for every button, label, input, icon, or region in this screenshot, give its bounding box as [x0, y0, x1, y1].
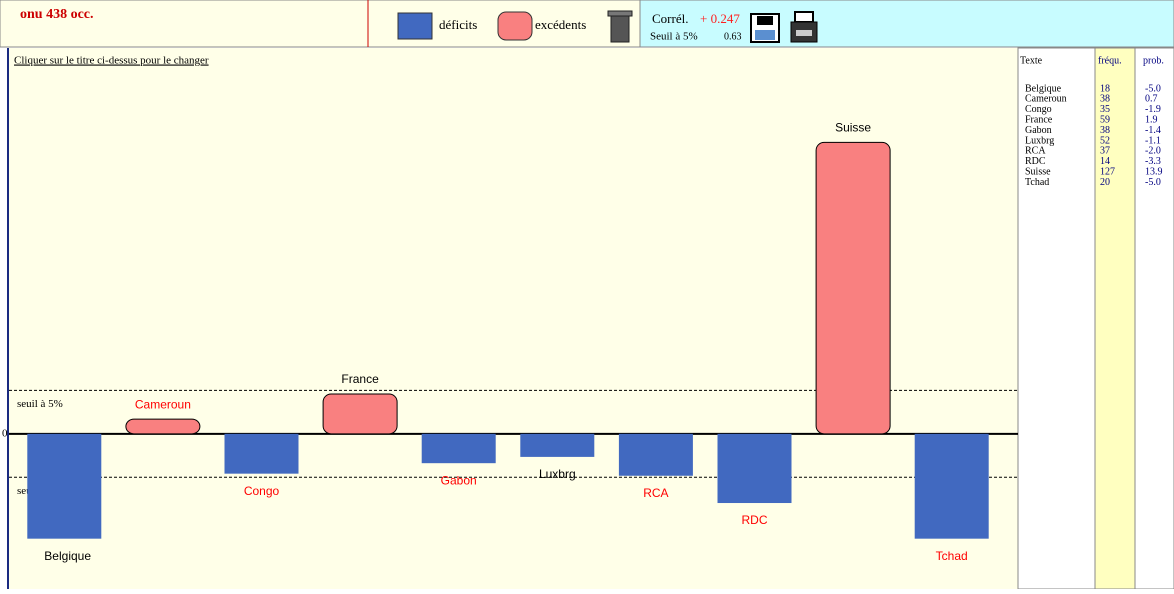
row-name: Luxbrg: [1025, 135, 1054, 146]
row-freq: 59: [1100, 114, 1110, 125]
floppy-label: [757, 16, 773, 25]
bar: [618, 433, 693, 476]
trash-icon[interactable]: [607, 10, 633, 43]
bar: [125, 418, 201, 435]
bar: [224, 433, 299, 474]
table-header: prob.: [1143, 55, 1164, 66]
trash-body[interactable]: [610, 15, 630, 43]
threshold-value: 0.63: [724, 31, 742, 42]
bar-label: Belgique: [44, 549, 91, 563]
bar-label: Tchad: [936, 549, 968, 563]
floppy-shutter: [755, 30, 775, 40]
row-freq: 20: [1100, 177, 1110, 188]
row-freq: 38: [1100, 94, 1110, 105]
row-prob: -2.0: [1145, 146, 1161, 157]
row-prob: 1.9: [1145, 114, 1158, 125]
save-icon[interactable]: [750, 13, 780, 43]
row-freq: 52: [1100, 135, 1110, 146]
row-prob: -1.1: [1145, 135, 1161, 146]
trash-lid[interactable]: [607, 10, 633, 17]
stats-box: [639, 0, 1174, 48]
row-name: Tchad: [1025, 177, 1049, 188]
row-prob: -3.3: [1145, 156, 1161, 167]
row-prob: -5.0: [1145, 83, 1161, 94]
bar-label: RDC: [742, 513, 768, 527]
legend-deficit: déficits: [439, 17, 477, 32]
bar: [27, 433, 102, 539]
bar: [717, 433, 792, 504]
bar-label: France: [341, 372, 379, 386]
bar-label: RCA: [643, 486, 668, 500]
corr-label: Corrél.: [652, 11, 688, 26]
bar-label: Cameroun: [135, 397, 191, 411]
bar-label: Gabon: [441, 473, 477, 487]
row-prob: -1.9: [1145, 104, 1161, 115]
freq-column: [1094, 47, 1136, 590]
y-tick-label: 0: [2, 427, 8, 439]
table-header: Texte: [1020, 55, 1043, 66]
row-name: Suisse: [1025, 166, 1051, 177]
bar-label: Congo: [244, 484, 280, 498]
bar: [815, 141, 891, 435]
row-name: RDC: [1025, 156, 1046, 167]
row-name: Gabon: [1025, 125, 1052, 136]
row-name: Cameroun: [1025, 94, 1067, 105]
bar-label: Luxbrg: [539, 467, 576, 481]
legend-swatch-excess[interactable]: [497, 11, 533, 41]
threshold-label: Seuil à 5%: [650, 31, 698, 43]
row-name: Belgique: [1025, 83, 1062, 94]
printer-slot: [796, 30, 812, 36]
corr-value: + 0.247: [700, 11, 740, 26]
row-freq: 38: [1100, 125, 1110, 136]
row-prob: 13.9: [1145, 166, 1163, 177]
row-name: France: [1025, 114, 1053, 125]
print-icon[interactable]: [790, 11, 818, 43]
hint[interactable]: Cliquer sur le titre ci-dessus pour le c…: [14, 55, 209, 67]
row-prob: -5.0: [1145, 177, 1161, 188]
row-name: Congo: [1025, 104, 1052, 115]
row-freq: 37: [1100, 146, 1110, 157]
row-prob: 0.7: [1145, 94, 1158, 105]
bar: [914, 433, 989, 539]
bar-label: Suisse: [835, 121, 871, 135]
row-freq: 14: [1100, 156, 1110, 167]
row-name: RCA: [1025, 146, 1046, 157]
bar: [322, 393, 398, 435]
title-box[interactable]: [0, 0, 369, 48]
legend-excess: excédents: [535, 17, 586, 32]
bar: [421, 433, 496, 464]
legend-swatch-deficit[interactable]: [397, 12, 433, 40]
printer-paper[interactable]: [794, 11, 814, 23]
title[interactable]: onu 438 occ.: [20, 7, 94, 22]
threshold-text: seuil à 5%: [17, 398, 63, 410]
row-freq: 127: [1100, 166, 1115, 177]
row-prob: -1.4: [1145, 125, 1161, 136]
bar: [520, 433, 595, 457]
row-freq: 35: [1100, 104, 1110, 115]
row-freq: 18: [1100, 83, 1110, 94]
table-header: fréqu.: [1098, 55, 1122, 66]
